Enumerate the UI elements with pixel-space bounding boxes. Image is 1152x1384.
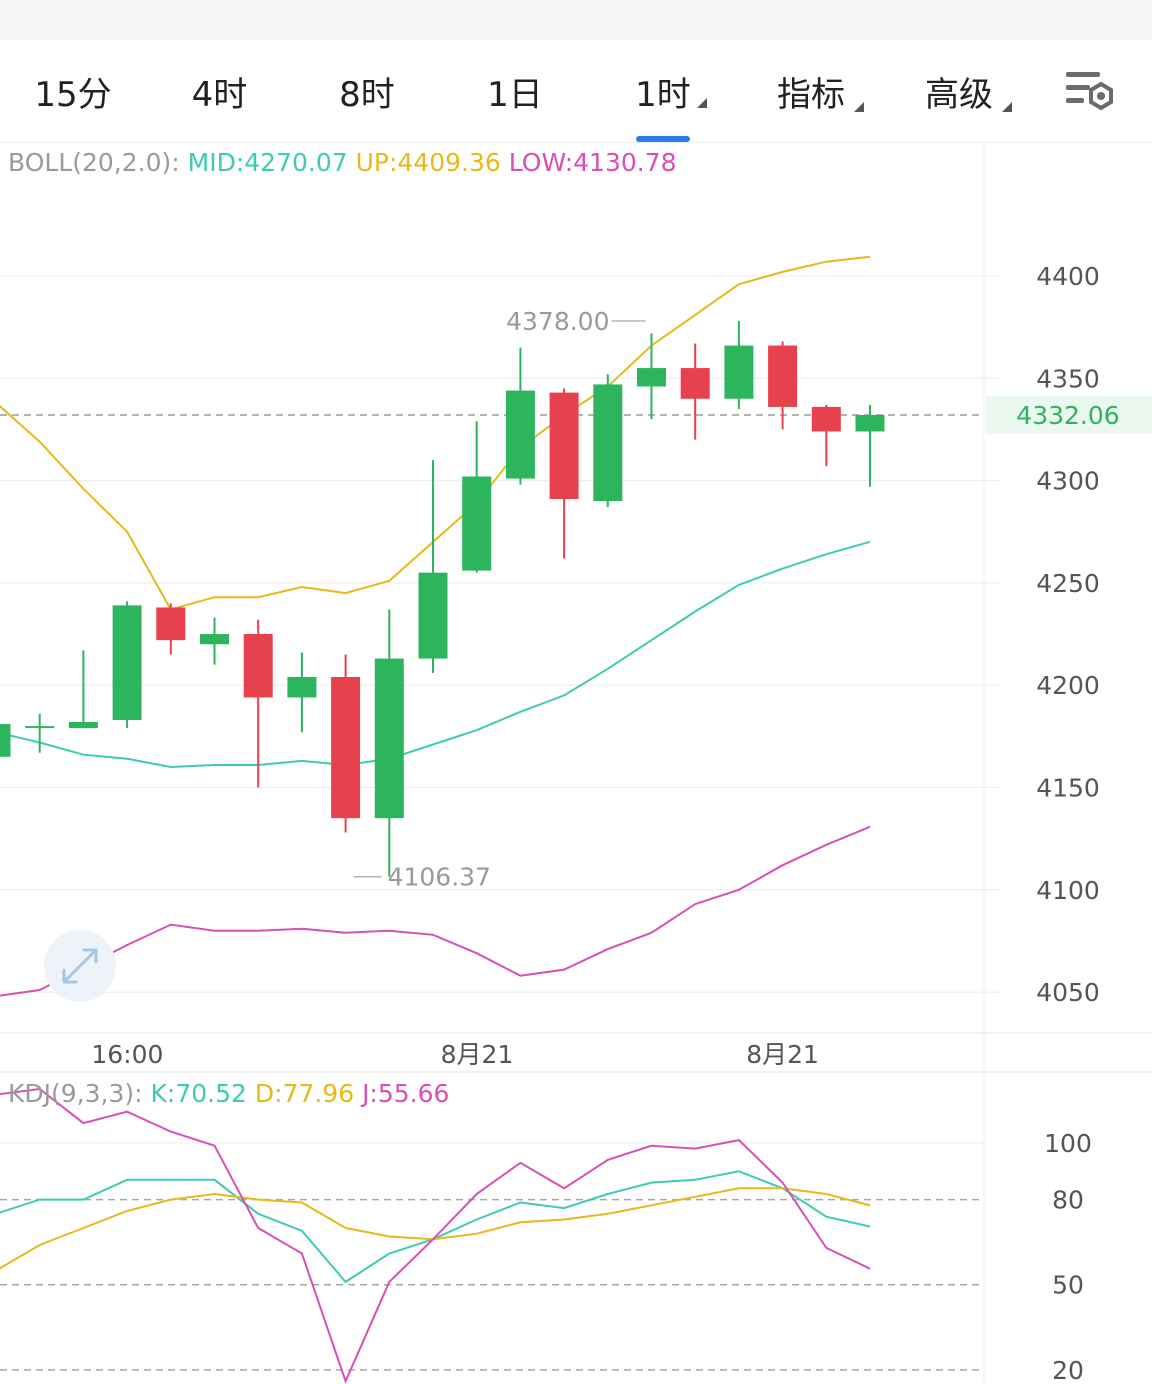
dropdown-caret-icon — [1002, 102, 1012, 112]
kdj-j-line — [0, 1087, 871, 1384]
price-tick-label: 4200 — [1036, 671, 1100, 700]
kdj-legend: KDJ(9,3,3): K:70.52 D:77.96 J:55.66 — [8, 1079, 449, 1108]
boll-legend-up: UP:4409.36 — [355, 148, 501, 177]
time-axis-label: 16:00 — [91, 1040, 163, 1069]
candle-body — [637, 368, 666, 387]
candle-body — [25, 726, 55, 729]
tab-label: 1日 — [487, 74, 543, 115]
kdj-d-line — [0, 1187, 871, 1270]
candle-body — [374, 658, 404, 819]
time-axis-label: 8月21 — [441, 1040, 514, 1069]
active-tab-indicator — [636, 136, 690, 142]
boll-legend: BOLL(20,2.0): MID:4270.07 UP:4409.36 LOW… — [8, 148, 677, 177]
tab-label: 指标 — [777, 74, 845, 115]
price-tick-label: 4050 — [1036, 978, 1100, 1007]
chart-settings-button[interactable] — [1058, 64, 1118, 120]
boll-up-line — [0, 255, 871, 611]
timeframe-tab-bar: 15分 4时 8时 1日 1时 指标 高级 — [0, 40, 1152, 142]
kdj-legend-name: KDJ(9,3,3): — [8, 1079, 143, 1108]
tab-4h[interactable]: 4时 — [146, 40, 293, 142]
expand-icon — [62, 948, 98, 984]
candle-body — [200, 634, 229, 645]
tab-label: 15分 — [34, 74, 112, 115]
boll-legend-name: BOLL(20,2.0): — [8, 148, 180, 177]
kdj-tick-label: 50 — [1052, 1271, 1084, 1300]
candle-body — [0, 724, 11, 757]
candle-body — [855, 414, 885, 432]
candle-body — [418, 572, 448, 659]
candle-body — [112, 605, 142, 720]
price-tick-label: 4100 — [1036, 876, 1100, 905]
tab-1h[interactable]: 1时 — [589, 40, 737, 142]
price-tick-label: 4150 — [1036, 773, 1100, 802]
price-tick-label: 4400 — [1036, 262, 1100, 291]
candle-body — [724, 345, 754, 399]
price-tick-label: 4250 — [1036, 569, 1100, 598]
high-annotation-label: 4378.00 — [506, 307, 609, 336]
tab-8h[interactable]: 8时 — [293, 40, 441, 142]
top-strip — [0, 0, 1152, 40]
candle-body — [768, 345, 798, 407]
boll-legend-mid: MID:4270.07 — [187, 148, 348, 177]
tab-label: 1时 — [635, 74, 691, 115]
boll-mid-line — [0, 540, 871, 769]
chart-settings-icon — [1066, 72, 1113, 111]
candle-body — [462, 476, 492, 571]
tab-label: 高级 — [925, 74, 993, 115]
candle-body — [811, 406, 841, 432]
candle-body — [287, 677, 317, 698]
kdj-legend-j: J:55.66 — [362, 1079, 450, 1108]
tab-advanced[interactable]: 高级 — [885, 40, 1033, 142]
last-price-tag — [986, 395, 1152, 434]
last-price-label: 4332.06 — [1016, 401, 1119, 430]
dropdown-caret-icon — [854, 102, 864, 112]
candle-body — [549, 392, 579, 499]
candle-body — [156, 607, 186, 641]
kdj-tick-label: 80 — [1052, 1186, 1084, 1215]
price-tick-label: 4300 — [1036, 467, 1100, 496]
candle-body — [505, 390, 535, 479]
tab-label: 4时 — [191, 74, 248, 115]
kdj-legend-k: K:70.52 — [150, 1079, 247, 1108]
tab-label: 8时 — [339, 74, 395, 115]
dropdown-caret-icon — [697, 98, 707, 108]
kdj-tick-label: 20 — [1052, 1356, 1084, 1384]
tab-bar-divider — [0, 142, 1152, 143]
boll-legend-low: LOW:4130.78 — [508, 148, 677, 177]
low-annotation-label: 4106.37 — [388, 863, 491, 892]
candle-body — [593, 384, 623, 502]
candle-body — [243, 634, 273, 698]
time-axis-label: 8月21 — [746, 1040, 819, 1069]
tab-indicators[interactable]: 指标 — [737, 40, 885, 142]
tab-1d[interactable]: 1日 — [441, 40, 589, 142]
candle-body — [680, 368, 710, 399]
candle-body — [331, 677, 361, 819]
kdj-tick-label: 100 — [1044, 1129, 1092, 1158]
kdj-legend-d: D:77.96 — [254, 1079, 355, 1108]
candle-body — [68, 722, 98, 729]
price-tick-label: 4350 — [1036, 364, 1100, 393]
boll-low-line — [0, 825, 871, 997]
tab-15min[interactable]: 15分 — [0, 40, 146, 142]
